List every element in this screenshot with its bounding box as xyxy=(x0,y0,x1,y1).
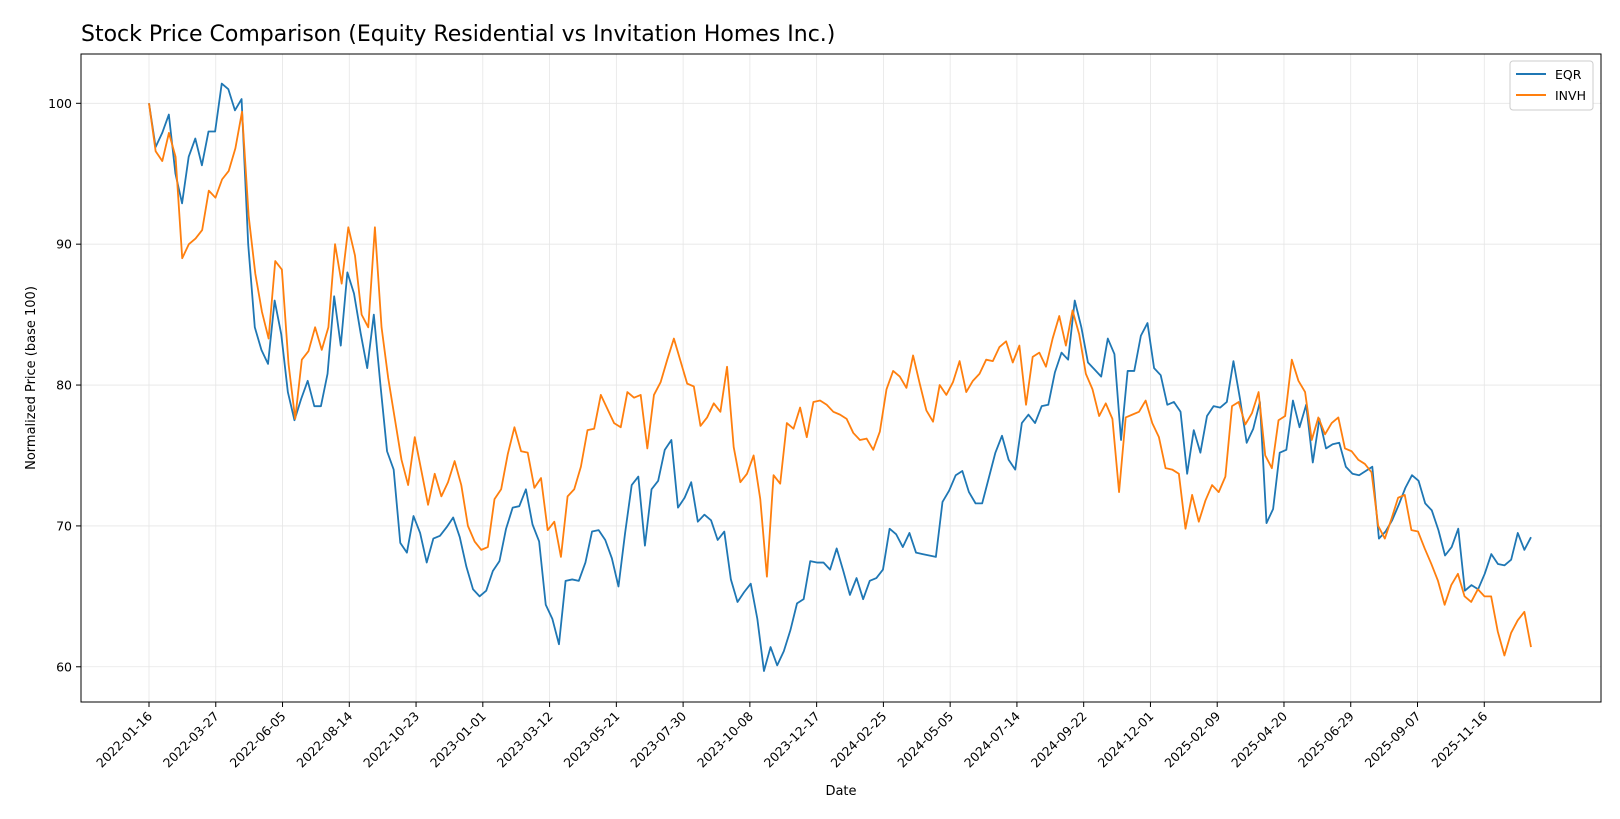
legend-label-invh: INVH xyxy=(1555,88,1586,103)
x-tick-label: 2025-06-29 xyxy=(1295,708,1357,770)
x-tick-label: 2023-03-12 xyxy=(494,709,556,771)
y-axis-ticks: 60 70 80 90 100 xyxy=(48,96,81,674)
x-tick-label: 2023-01-01 xyxy=(427,709,489,771)
x-tick-label: 2024-07-14 xyxy=(961,708,1023,770)
x-tick-label: 2023-10-08 xyxy=(694,708,756,770)
series-line-eqr xyxy=(148,82,1532,672)
x-tick-label: 2022-03-27 xyxy=(160,709,222,771)
x-tick-label: 2024-02-25 xyxy=(828,709,890,771)
x-tick-label: 2022-08-14 xyxy=(293,708,355,770)
plot-area-frame xyxy=(80,53,1602,703)
x-tick-label: 2025-02-09 xyxy=(1161,708,1223,770)
x-tick-label: 2025-04-20 xyxy=(1228,708,1290,770)
legend: EQR INVH xyxy=(1509,60,1594,111)
y-tick-label: 60 xyxy=(56,659,72,674)
legend-label-eqr: EQR xyxy=(1555,67,1582,82)
y-tick-label: 70 xyxy=(56,518,72,533)
x-tick-label: 2023-07-30 xyxy=(627,708,689,770)
x-axis-label: Date xyxy=(825,784,856,799)
y-tick-label: 90 xyxy=(56,237,72,252)
x-tick-label: 2022-06-05 xyxy=(227,709,289,771)
chart-title: Stock Price Comparison (Equity Residenti… xyxy=(81,22,835,47)
y-axis-label: Normalized Price (base 100) xyxy=(24,286,39,470)
x-tick-label: 2025-11-16 xyxy=(1428,708,1490,770)
x-tick-label: 2022-10-23 xyxy=(360,709,422,771)
x-tick-label: 2023-05-21 xyxy=(560,709,622,771)
x-tick-label: 2025-09-07 xyxy=(1362,709,1424,771)
x-tick-label: 2023-12-17 xyxy=(761,709,823,771)
x-tick-label: 2024-12-01 xyxy=(1095,709,1157,771)
x-tick-label: 2024-09-22 xyxy=(1028,709,1090,771)
series-line-invh xyxy=(148,103,1532,657)
x-tick-label: 2024-05-05 xyxy=(894,709,956,771)
grid xyxy=(81,54,1601,702)
series-lines xyxy=(148,82,1532,672)
x-axis-ticks: 2022-01-16 2022-03-27 2022-06-05 2022-08-14… xyxy=(93,702,1490,770)
y-tick-label: 100 xyxy=(48,96,72,111)
x-tick-label: 2022-01-16 xyxy=(93,708,155,770)
y-tick-label: 80 xyxy=(56,378,72,393)
